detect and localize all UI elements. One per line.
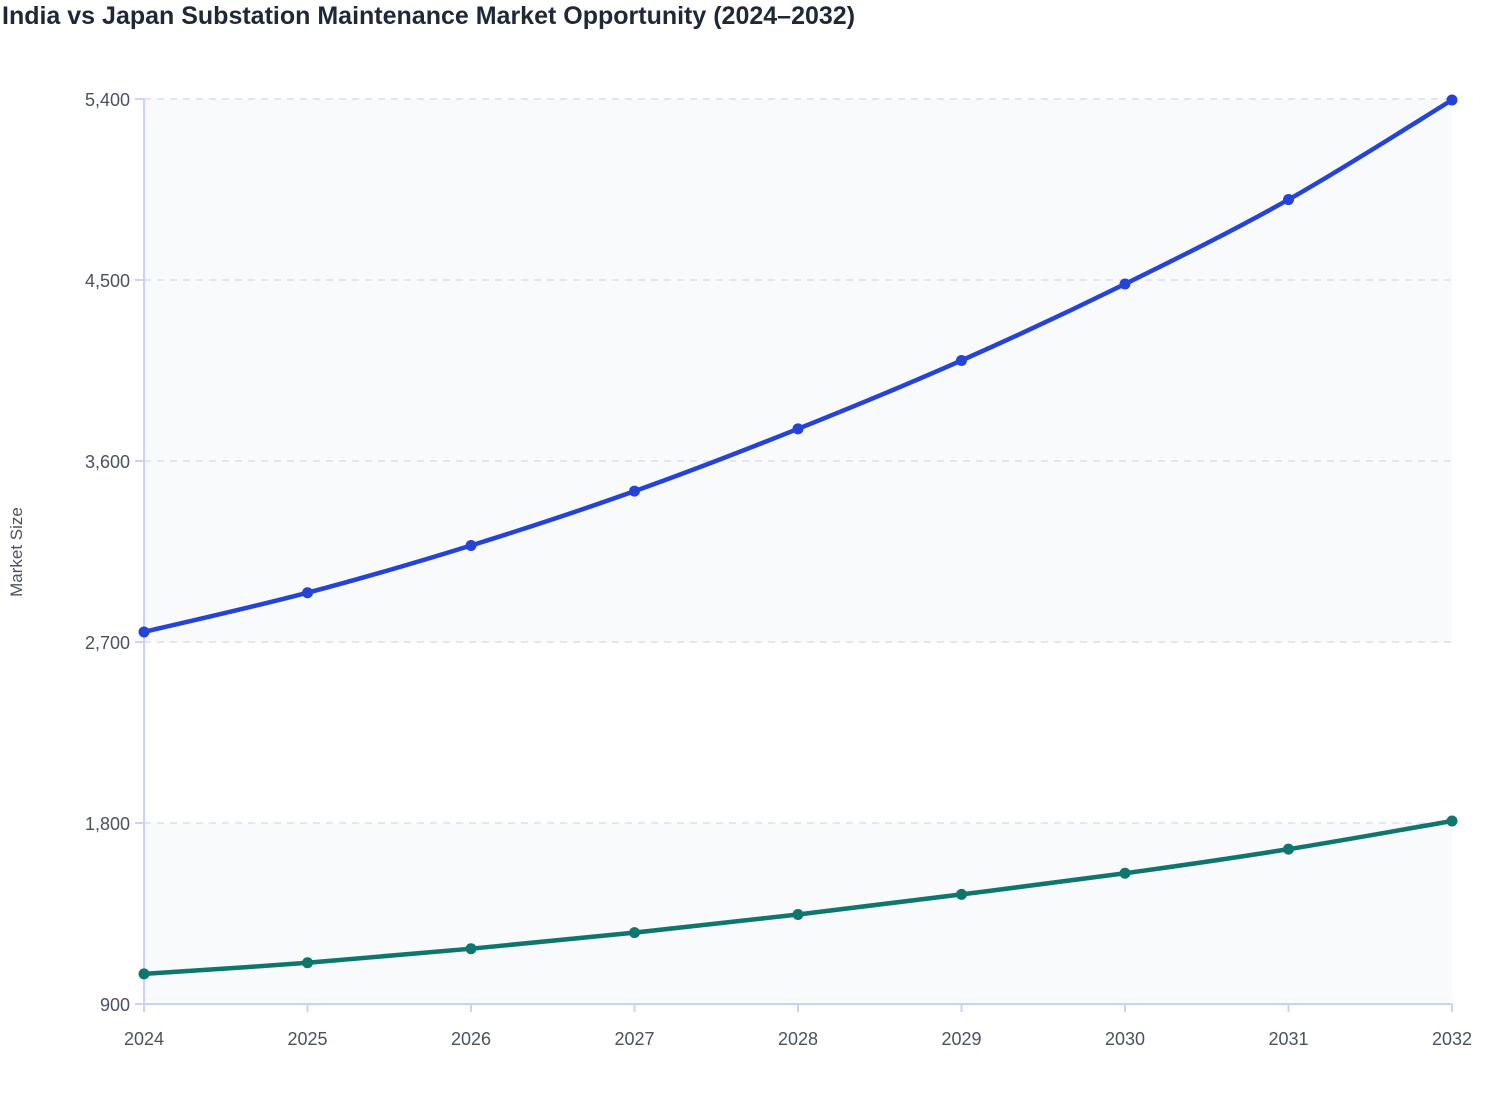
y-tick-label: 2,700 bbox=[85, 633, 130, 653]
x-tick-label: 2031 bbox=[1268, 1029, 1308, 1049]
x-tick-label: 2024 bbox=[124, 1029, 164, 1049]
data-point bbox=[302, 957, 313, 969]
data-point bbox=[465, 943, 477, 955]
data-point bbox=[629, 927, 640, 939]
data-point bbox=[956, 354, 967, 366]
y-tick-label: 4,500 bbox=[85, 271, 130, 291]
data-point bbox=[792, 423, 804, 435]
data-point bbox=[138, 968, 150, 980]
data-point bbox=[1119, 278, 1131, 290]
x-tick-label: 2028 bbox=[778, 1029, 818, 1049]
chart-title: India vs Japan Substation Maintenance Ma… bbox=[2, 2, 856, 30]
y-tick-label: 900 bbox=[100, 995, 130, 1015]
data-point bbox=[1283, 194, 1294, 206]
x-tick-label: 2029 bbox=[941, 1029, 981, 1049]
y-tick-label: 5,400 bbox=[85, 90, 130, 110]
x-tick-label: 2025 bbox=[287, 1029, 327, 1049]
data-point bbox=[302, 587, 313, 599]
data-point bbox=[629, 485, 640, 497]
data-point bbox=[1283, 843, 1294, 855]
x-tick-label: 2030 bbox=[1105, 1029, 1145, 1049]
data-point bbox=[956, 888, 967, 900]
data-point bbox=[792, 909, 804, 921]
y-tick-label: 3,600 bbox=[85, 452, 130, 472]
y-axis-label: Market Size bbox=[7, 507, 26, 597]
shaded-band bbox=[144, 99, 1452, 642]
data-point bbox=[1119, 867, 1131, 879]
x-tick-label: 2032 bbox=[1432, 1029, 1472, 1049]
data-point bbox=[1446, 815, 1458, 827]
data-point bbox=[138, 626, 150, 638]
data-point bbox=[465, 539, 477, 551]
y-tick-label: 1,800 bbox=[85, 814, 130, 834]
x-tick-label: 2027 bbox=[614, 1029, 654, 1049]
data-point bbox=[1446, 94, 1458, 106]
x-tick-label: 2026 bbox=[451, 1029, 491, 1049]
